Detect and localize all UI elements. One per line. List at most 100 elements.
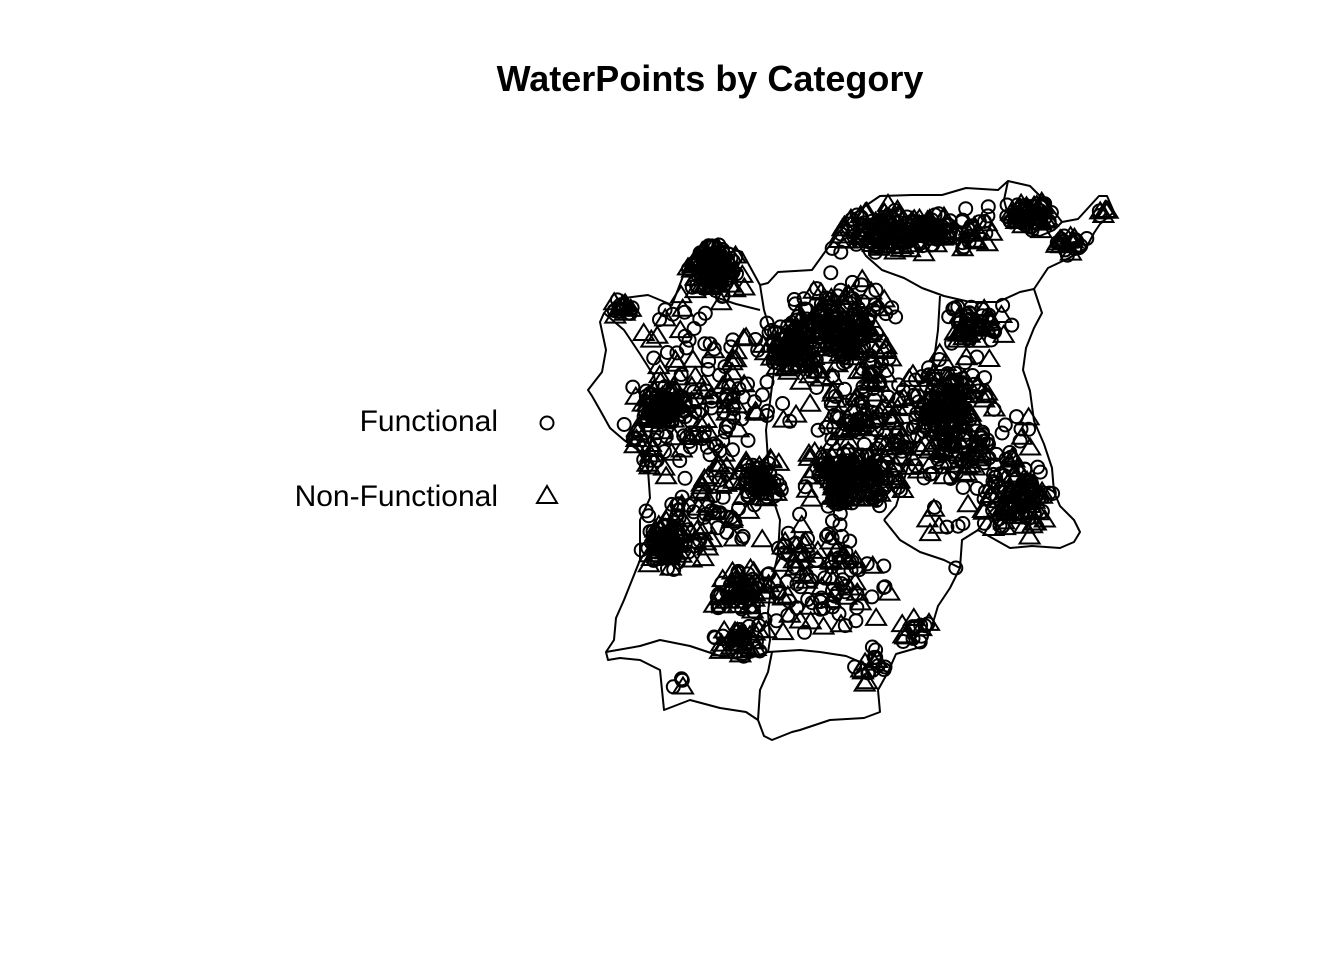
water-point-functional xyxy=(674,671,689,687)
water-point-functional xyxy=(763,323,779,338)
water-point-non-functional xyxy=(942,221,967,241)
water-point-non-functional xyxy=(659,441,684,461)
water-point-functional xyxy=(844,554,860,570)
water-point-functional xyxy=(925,218,941,234)
water-point-functional xyxy=(904,230,920,246)
water-point-functional xyxy=(666,514,682,530)
water-point-non-functional xyxy=(681,348,705,368)
water-point-functional xyxy=(935,416,950,431)
water-point-non-functional xyxy=(798,392,822,412)
water-point-non-functional xyxy=(637,455,662,475)
water-point-non-functional xyxy=(974,441,998,461)
water-point-functional xyxy=(865,364,881,380)
water-point-functional xyxy=(987,469,1003,485)
water-point-non-functional xyxy=(623,385,648,405)
water-point-functional xyxy=(868,282,884,298)
water-point-functional xyxy=(809,281,825,297)
water-point-non-functional xyxy=(670,297,695,317)
water-point-functional xyxy=(1032,464,1048,480)
water-point-functional xyxy=(943,471,959,486)
water-point-functional xyxy=(856,338,871,354)
water-point-functional xyxy=(888,309,904,325)
water-point-non-functional xyxy=(874,363,898,383)
water-point-functional xyxy=(696,509,712,525)
water-point-non-functional xyxy=(893,625,918,645)
water-point-non-functional xyxy=(927,342,952,362)
water-point-functional xyxy=(616,417,632,432)
water-point-non-functional xyxy=(845,581,870,601)
water-point-functional xyxy=(656,537,672,553)
water-point-non-functional xyxy=(864,339,888,359)
water-point-non-functional xyxy=(959,406,983,426)
water-point-functional xyxy=(646,407,662,423)
water-point-functional xyxy=(715,242,730,257)
water-point-non-functional xyxy=(857,417,881,437)
water-point-non-functional xyxy=(691,372,716,392)
water-point-non-functional xyxy=(789,306,814,326)
water-point-non-functional xyxy=(652,456,676,476)
water-point-non-functional xyxy=(956,493,980,513)
water-point-functional xyxy=(628,430,644,446)
water-point-functional xyxy=(769,613,784,629)
water-point-non-functional xyxy=(734,453,759,472)
water-point-functional xyxy=(796,291,812,307)
water-point-functional xyxy=(876,558,892,574)
water-point-functional xyxy=(810,422,826,438)
water-point-functional xyxy=(606,303,622,319)
water-point-non-functional xyxy=(1018,477,1043,497)
water-point-functional xyxy=(1041,485,1057,501)
water-point-non-functional xyxy=(842,318,867,338)
water-point-functional xyxy=(686,384,702,400)
water-point-functional xyxy=(833,244,849,260)
water-point-functional xyxy=(726,409,741,425)
water-point-functional xyxy=(710,505,726,521)
water-point-functional xyxy=(759,315,775,331)
water-point-functional xyxy=(707,630,723,646)
water-point-functional xyxy=(875,458,891,474)
water-point-non-functional xyxy=(702,593,727,613)
water-point-functional xyxy=(978,387,994,403)
water-point-functional xyxy=(997,417,1013,433)
water-point-non-functional xyxy=(637,543,662,563)
water-point-non-functional xyxy=(966,328,990,348)
water-point-functional xyxy=(787,322,802,338)
water-point-non-functional xyxy=(688,413,713,432)
water-point-non-functional xyxy=(903,385,927,405)
water-point-non-functional xyxy=(734,326,758,346)
water-point-non-functional xyxy=(736,500,761,519)
water-point-functional xyxy=(931,352,947,367)
water-point-non-functional xyxy=(728,643,753,663)
water-point-non-functional xyxy=(974,212,999,232)
water-point-non-functional xyxy=(852,481,877,500)
water-point-functional xyxy=(800,591,816,607)
water-point-non-functional xyxy=(631,322,656,341)
water-points-layer xyxy=(602,190,1120,695)
water-point-functional xyxy=(942,213,958,229)
legend-circle-icon xyxy=(539,415,555,431)
water-point-non-functional xyxy=(699,528,724,548)
water-point-functional xyxy=(976,491,992,507)
water-point-non-functional xyxy=(685,519,709,539)
water-point-non-functional xyxy=(643,518,668,538)
water-point-non-functional xyxy=(830,326,855,346)
water-point-functional xyxy=(912,233,928,249)
water-point-non-functional xyxy=(1094,199,1119,219)
water-point-functional xyxy=(927,499,942,515)
water-point-functional xyxy=(657,302,673,318)
water-point-functional xyxy=(1054,237,1070,253)
water-point-non-functional xyxy=(797,364,822,384)
water-point-functional xyxy=(978,225,994,241)
legend-label-non-functional: Non-Functional xyxy=(294,480,498,513)
water-point-non-functional xyxy=(732,276,757,296)
water-point-non-functional xyxy=(795,354,820,374)
water-point-non-functional xyxy=(825,303,850,323)
water-point-non-functional xyxy=(881,221,906,241)
water-point-functional xyxy=(895,382,911,398)
water-point-functional xyxy=(823,265,839,281)
water-point-functional xyxy=(677,304,693,320)
water-point-non-functional xyxy=(818,469,843,489)
water-point-non-functional xyxy=(956,314,980,334)
water-point-non-functional xyxy=(690,521,714,541)
water-point-non-functional xyxy=(852,672,877,692)
water-point-non-functional xyxy=(771,621,795,641)
